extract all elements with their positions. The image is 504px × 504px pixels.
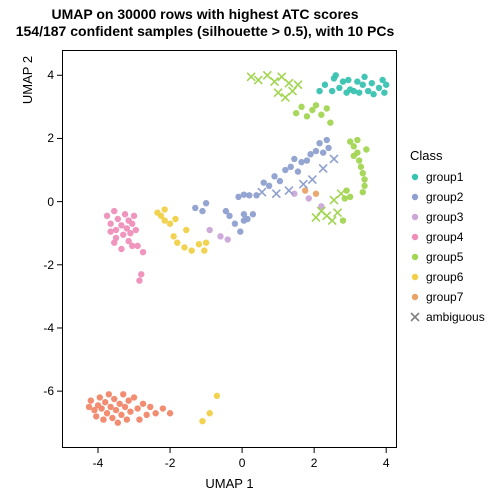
x-tick-label: -2 bbox=[165, 456, 176, 470]
chart-title-line2: 154/187 confident samples (silhouette > … bbox=[0, 23, 410, 40]
y-axis-label: UMAP 2 bbox=[20, 0, 35, 279]
chart-title-line1: UMAP on 30000 rows with highest ATC scor… bbox=[0, 6, 410, 23]
legend-item: group3 bbox=[410, 210, 463, 224]
x-axis-label: UMAP 1 bbox=[62, 476, 397, 491]
y-tick-label: -4 bbox=[34, 321, 54, 335]
scatter-plot bbox=[62, 50, 397, 448]
y-tick-label: -2 bbox=[34, 258, 54, 272]
dot-icon bbox=[410, 292, 420, 302]
dot-icon bbox=[410, 172, 420, 182]
legend-item: group6 bbox=[410, 270, 463, 284]
legend-label: group5 bbox=[426, 250, 463, 264]
legend-label: group3 bbox=[426, 210, 463, 224]
legend-item: group2 bbox=[410, 190, 463, 204]
legend-item: ambiguous bbox=[410, 310, 485, 324]
legend-item: group1 bbox=[410, 170, 463, 184]
x-tick-label: 2 bbox=[311, 456, 318, 470]
legend-label: ambiguous bbox=[426, 310, 485, 324]
y-tick-label: 2 bbox=[34, 131, 54, 145]
x-tick-label: 0 bbox=[239, 456, 246, 470]
x-marker-icon bbox=[410, 312, 420, 322]
y-tick-label: 0 bbox=[34, 195, 54, 209]
x-tick-label: 4 bbox=[383, 456, 390, 470]
x-tick-label: -4 bbox=[93, 456, 104, 470]
dot-icon bbox=[410, 252, 420, 262]
legend-label: group7 bbox=[426, 290, 463, 304]
legend-item: group4 bbox=[410, 230, 463, 244]
y-tick-label: 4 bbox=[34, 68, 54, 82]
legend-label: group2 bbox=[426, 190, 463, 204]
legend-label: group1 bbox=[426, 170, 463, 184]
legend-label: group4 bbox=[426, 230, 463, 244]
plot-area bbox=[62, 50, 397, 448]
dot-icon bbox=[410, 192, 420, 202]
dot-icon bbox=[410, 232, 420, 242]
y-tick-label: -6 bbox=[34, 384, 54, 398]
legend-title: Class bbox=[410, 148, 443, 163]
legend-item: group7 bbox=[410, 290, 463, 304]
dot-icon bbox=[410, 212, 420, 222]
legend-item: group5 bbox=[410, 250, 463, 264]
chart-title: UMAP on 30000 rows with highest ATC scor… bbox=[0, 6, 410, 40]
legend-label: group6 bbox=[426, 270, 463, 284]
dot-icon bbox=[410, 272, 420, 282]
